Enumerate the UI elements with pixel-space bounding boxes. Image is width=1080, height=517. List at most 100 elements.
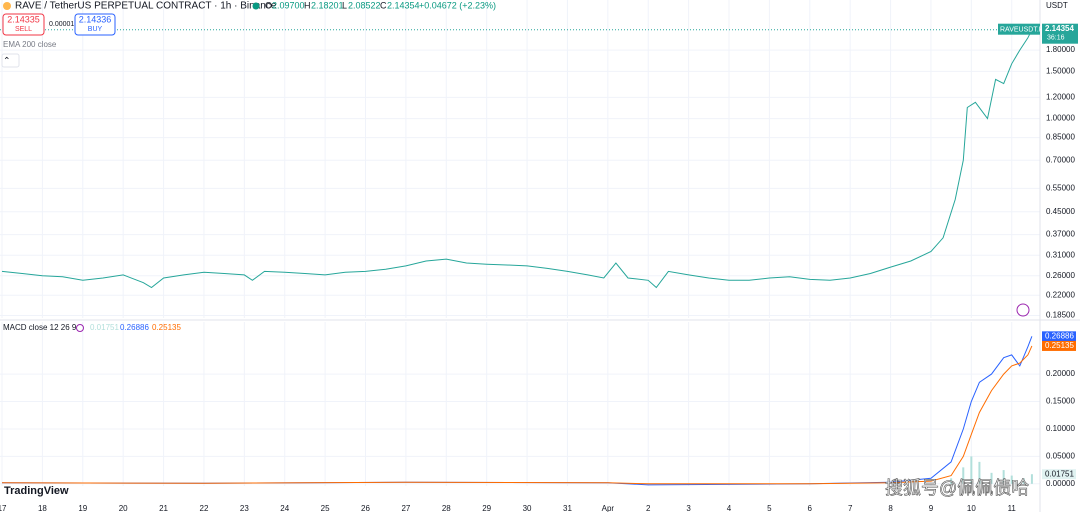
y-tick-label: 0.85000 [1046, 133, 1075, 142]
x-tick-label: 4 [727, 504, 732, 512]
y-tick-label: 1.80000 [1046, 45, 1075, 54]
y-tick-label: 1.50000 [1046, 66, 1075, 75]
x-tick-label: 29 [482, 504, 491, 512]
y-tick-label: 0.37000 [1046, 230, 1075, 239]
histogram-bar [950, 478, 953, 484]
y-tick-label: 0.70000 [1046, 155, 1075, 164]
x-tick-label: 30 [523, 504, 532, 512]
x-tick-label: 25 [321, 504, 330, 512]
y-tick-label: 0.10000 [1046, 424, 1075, 433]
x-tick-label: 5 [767, 504, 772, 512]
macd-line [1, 345, 1033, 485]
histogram-bar [990, 472, 993, 484]
x-tick-label: 24 [280, 504, 289, 512]
l-value: 2.08522 [348, 0, 381, 10]
x-tick-label: 6 [808, 504, 813, 512]
x-tick-label: 8 [888, 504, 893, 512]
h-label: H [304, 0, 311, 10]
x-tick-label: 20 [119, 504, 128, 512]
currency: USDT [1046, 1, 1068, 10]
price-badge-text: 2.14354 [1045, 24, 1074, 33]
histogram-bar [1022, 478, 1025, 484]
marks-layer [0, 29, 1040, 486]
x-tick-label: 28 [442, 504, 451, 512]
histogram-bar [978, 461, 981, 484]
y-tick-label: 0.15000 [1046, 397, 1075, 406]
brand: TradingView [4, 485, 69, 497]
ema-legend: EMA 200 close [3, 40, 57, 49]
y-tick-label: 0.22000 [1046, 290, 1075, 299]
value-badge [1042, 469, 1076, 480]
price-badge [1042, 23, 1078, 44]
x-tick-label: 2 [646, 504, 651, 512]
histogram-bar [1010, 475, 1013, 484]
watermark: 搜狐号@佩佩债哈 [885, 478, 1029, 498]
y-tick-label: 0.20000 [1046, 369, 1075, 378]
x-tick-label: 9 [929, 504, 934, 512]
l-label: L [342, 0, 347, 10]
spread: 0.00001 [49, 21, 74, 28]
value-badge-text: 0.01751 [1045, 469, 1074, 478]
o-label: O [265, 0, 272, 10]
histogram-bar [1030, 474, 1033, 484]
y-tick-label: 1.00000 [1046, 114, 1075, 123]
settings-icon[interactable] [76, 324, 84, 332]
x-tick-label: 18 [38, 504, 47, 512]
value-badge-text: 0.25135 [1045, 341, 1074, 350]
x-tick-label: 7 [848, 504, 853, 512]
histogram-bar [962, 467, 965, 484]
symbol-title: RAVE / TetherUS PERPETUAL CONTRACT · 1h … [15, 1, 277, 12]
x-tick-label: 10 [967, 504, 976, 512]
buy-label: BUY [88, 26, 103, 33]
collapse-icon[interactable]: ⌃ [3, 55, 11, 65]
c-label: C [380, 0, 387, 10]
macd-line [1, 336, 1033, 486]
x-tick-label: 21 [159, 504, 168, 512]
x-tick-label: 17 [0, 504, 7, 512]
x-tick-label: 22 [200, 504, 209, 512]
x-tick-label: Apr [602, 504, 615, 512]
status-dot [252, 2, 260, 10]
x-tick-label: 19 [78, 504, 87, 512]
symbol-icon [3, 2, 11, 10]
change: +0.04672 (+2.23%) [419, 0, 496, 10]
y-tick-label: 0.55000 [1046, 183, 1075, 192]
y-tick-label: 0.26000 [1046, 271, 1075, 280]
y-tick-label: 0.45000 [1046, 207, 1075, 216]
grid-layer [0, 0, 1040, 486]
y-tick-label: 0.05000 [1046, 451, 1075, 460]
axes-layer: 0.18500 0.22000 0.26000 0.31000 0.37000 0.450… [0, 23, 1078, 513]
histogram-bar [970, 456, 973, 484]
hist-legend: 0.01751 [90, 323, 119, 332]
value-badge-text: 0.26886 [1045, 331, 1074, 340]
o-value: 2.09700 [272, 0, 305, 10]
h-value: 2.18201 [311, 0, 344, 10]
value-badge [1042, 331, 1076, 342]
alert-icon[interactable] [1016, 303, 1030, 317]
y-tick-label: 1.20000 [1046, 92, 1075, 101]
sell-button[interactable] [2, 13, 45, 36]
buy-price: 2.14336 [79, 14, 112, 24]
macd-legend: 0.26886 [120, 323, 149, 332]
countdown: 36:16 [1047, 35, 1065, 42]
y-tick-label: 0.18500 [1046, 311, 1075, 320]
symbol-badge [998, 23, 1040, 35]
sell-label: SELL [15, 26, 32, 33]
histogram-bar [1002, 470, 1005, 484]
x-tick-label: 27 [401, 504, 410, 512]
signal-legend: 0.25135 [152, 323, 181, 332]
value-badge [1042, 340, 1076, 351]
collapse-button[interactable] [1, 53, 20, 68]
x-tick-label: 31 [563, 504, 572, 512]
x-tick-label: 26 [361, 504, 370, 512]
y-tick-label: 0.31000 [1046, 250, 1075, 259]
x-tick-label: 23 [240, 504, 249, 512]
y-tick-label: 0.00000 [1046, 479, 1075, 488]
price-line [1, 29, 1033, 289]
macd-title: MACD close 12 26 9 [3, 323, 77, 332]
x-tick-label: 11 [1008, 504, 1017, 512]
x-tick-label: 3 [686, 504, 691, 512]
c-value: 2.14354 [387, 0, 420, 10]
buy-button[interactable] [74, 13, 116, 36]
